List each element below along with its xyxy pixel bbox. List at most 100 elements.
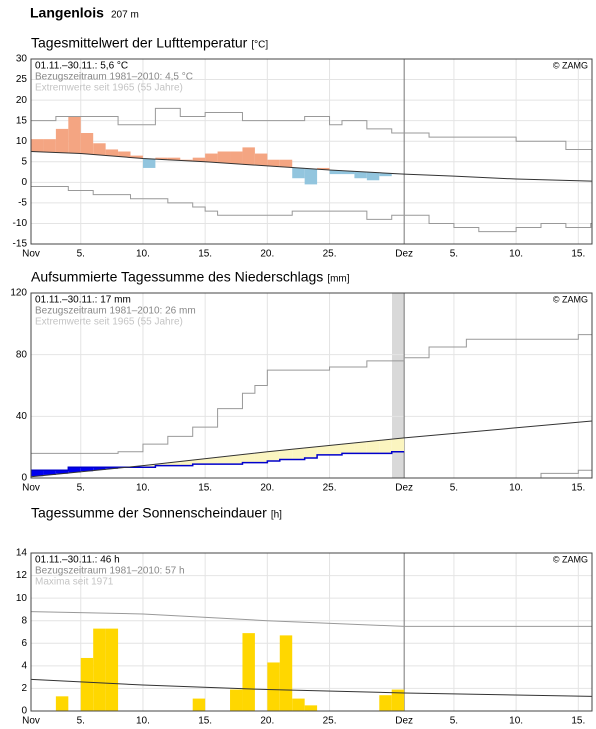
info-text: Extremwerte seit 1965 (55 Jahre) [35, 83, 183, 94]
y-tick-label: 5 [21, 156, 27, 167]
x-tick-label: 5. [450, 249, 458, 260]
bar [55, 696, 69, 711]
x-tick-label: 15. [198, 483, 212, 494]
bar [329, 170, 342, 175]
bar [379, 695, 392, 711]
y-tick-label: 30 [16, 54, 28, 65]
chart-unit: [h] [271, 510, 282, 521]
deviation-area [142, 464, 156, 468]
x-tick-label: 10. [136, 483, 150, 494]
reference-line [30, 678, 593, 697]
x-tick-label: 10. [136, 249, 150, 260]
reference-line [30, 420, 593, 478]
deviation-area [180, 460, 193, 466]
deviation-area [31, 470, 44, 477]
info-text: Bezugszeitraum 1981–2010: 57 h [35, 566, 185, 577]
x-tick-label: 15. [571, 483, 585, 494]
bar [242, 147, 255, 165]
x-tick-label: 10. [509, 716, 523, 727]
y-tick-label: 8 [21, 615, 27, 626]
info-text: 01.11.–30.11.: 46 h [35, 555, 120, 566]
info-text: Maxima seit 1971 [35, 577, 114, 588]
bar [43, 139, 56, 153]
x-tick-label: 25. [323, 249, 337, 260]
deviation-area [68, 467, 81, 473]
y-tick-label: 4 [21, 660, 27, 671]
bar [354, 171, 367, 179]
x-tick-label: Dez [395, 716, 413, 727]
bar [366, 172, 380, 181]
info-text: Bezugszeitraum 1981–2010: 4,5 °C [35, 72, 193, 83]
bar [254, 153, 268, 166]
bar [205, 153, 218, 163]
bar [155, 157, 168, 160]
bar [192, 698, 206, 711]
deviation-area [279, 449, 293, 460]
y-tick-label: 15 [16, 115, 28, 126]
x-tick-label: 15. [571, 716, 585, 727]
x-tick-label: 20. [260, 483, 274, 494]
deviation-area [354, 442, 367, 454]
x-tick-label: Dez [395, 483, 413, 494]
y-tick-label: 25 [16, 74, 28, 85]
y-tick-label: 120 [10, 288, 27, 299]
x-tick-label: 25. [323, 716, 337, 727]
bar [93, 628, 106, 711]
deviation-area [267, 451, 280, 462]
deviation-area [329, 444, 342, 455]
x-tick-label: 20. [260, 249, 274, 260]
copyright: © ZAMG [553, 294, 588, 304]
bar [105, 149, 119, 157]
plot-frame [30, 292, 593, 479]
deviation-area [379, 439, 392, 454]
bar [167, 157, 181, 161]
bar [80, 133, 94, 155]
deviation-area [205, 458, 218, 465]
copyright: © ZAMG [553, 554, 588, 564]
deviation-area [391, 438, 405, 452]
bar [180, 159, 193, 161]
bar [93, 143, 106, 156]
deviation-area [93, 467, 106, 470]
y-tick-label: 0 [21, 473, 27, 484]
bar [230, 151, 243, 164]
copyright: © ZAMG [553, 60, 588, 70]
x-tick-label: 10. [136, 716, 150, 727]
deviation-area [317, 446, 330, 455]
y-tick-label: 20 [16, 95, 28, 106]
info-text: 01.11.–30.11.: 17 mm [35, 295, 131, 306]
bar [279, 635, 293, 711]
chart-title: Tagesmittelwert der Lufttemperatur [31, 35, 248, 51]
chart-unit: [mm] [327, 274, 349, 285]
deviation-area [155, 463, 168, 466]
info-text: Bezugszeitraum 1981–2010: 26 mm [35, 306, 196, 317]
y-tick-label: -10 [13, 218, 28, 229]
deviation-area [217, 456, 231, 465]
chart-title: Tagessumme der Sonnenscheindauer [31, 505, 267, 521]
y-tick-label: 10 [16, 136, 28, 147]
bar [304, 168, 318, 185]
plot-frame [30, 552, 593, 712]
deviation-area [304, 447, 318, 458]
y-tick-label: 6 [21, 638, 27, 649]
bar [230, 689, 243, 711]
y-tick-label: -15 [13, 239, 28, 250]
y-tick-label: 10 [16, 593, 28, 604]
x-tick-label: 5. [77, 483, 85, 494]
x-tick-label: 10. [509, 249, 523, 260]
bar [142, 158, 156, 168]
bar [130, 155, 143, 158]
bar [105, 628, 119, 711]
deviation-area [254, 452, 268, 463]
deviation-area [192, 459, 206, 465]
bar [242, 633, 255, 711]
bar [292, 698, 305, 711]
x-tick-label: 5. [450, 716, 458, 727]
y-tick-label: -5 [18, 198, 27, 209]
x-tick-label: 15. [198, 249, 212, 260]
chart-title: Aufsummierte Tagessumme des Niederschlag… [31, 269, 323, 285]
deviation-area [230, 455, 243, 465]
reference-line [30, 151, 593, 182]
deviation-area [341, 443, 355, 454]
